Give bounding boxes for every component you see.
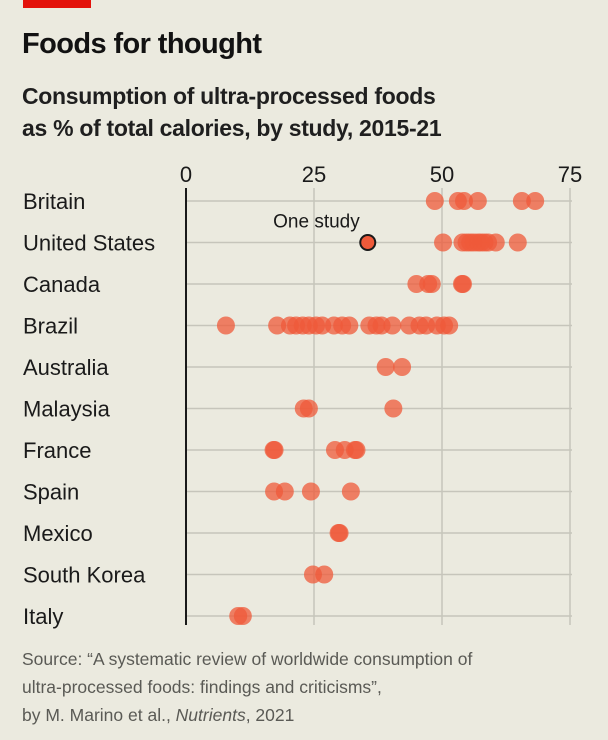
row-labels: Britain United States Canada Brazil Australi… (23, 189, 155, 629)
data-point (315, 565, 334, 584)
dot-plot: 0 25 50 75 Britain United States Canada Brazil… (23, 162, 582, 629)
chart-subtitle: Consumption of ultra-processed foods as … (22, 80, 582, 144)
data-point (340, 316, 359, 335)
annotation: One study (273, 212, 377, 251)
source-authors: by M. Marino et al., (22, 705, 176, 725)
data-point (301, 482, 320, 501)
source-year: , 2021 (245, 705, 295, 725)
data-point (393, 358, 412, 376)
row-label: Brazil (23, 314, 78, 339)
x-tick-label: 0 (180, 162, 192, 187)
data-point (453, 275, 472, 293)
data-points (216, 192, 545, 625)
data-point (299, 399, 318, 418)
row-label: South Korea (23, 563, 146, 588)
row-label: Canada (23, 272, 101, 297)
subtitle-line-2: as % of total calories, by study, 2015-2… (22, 115, 442, 141)
chart-title: Foods for thought (22, 28, 262, 60)
source-line-2: ultra-processed foods: findings and crit… (22, 677, 382, 697)
data-point (425, 192, 444, 210)
row-label: Mexico (23, 521, 93, 546)
data-point (330, 524, 349, 542)
data-point (376, 358, 395, 376)
row-label: Malaysia (23, 397, 111, 422)
data-point (526, 192, 545, 210)
source-journal: Nutrients (175, 705, 246, 725)
source-line-1: Source: “A systematic review of worldwid… (22, 649, 473, 669)
row-label: Australia (23, 355, 109, 380)
row-label: Spain (23, 480, 79, 505)
gridlines (186, 188, 572, 625)
data-point (275, 482, 294, 501)
row-label: France (23, 438, 91, 463)
data-point (341, 482, 360, 501)
row-label: Britain (23, 189, 85, 214)
highlighted-data-point (359, 234, 377, 251)
x-axis-ticks: 0 25 50 75 (180, 162, 582, 187)
data-point (440, 316, 459, 335)
x-tick-label: 50 (430, 162, 454, 187)
data-point (468, 192, 487, 210)
subtitle-line-1: Consumption of ultra-processed foods (22, 83, 436, 109)
data-point (384, 399, 403, 418)
data-point (268, 316, 287, 335)
data-point (422, 275, 441, 293)
x-tick-label: 75 (558, 162, 582, 187)
data-point (508, 233, 527, 252)
data-point (383, 316, 402, 335)
data-point (347, 441, 366, 459)
x-tick-label: 25 (302, 162, 326, 187)
data-point (455, 192, 474, 210)
data-point (265, 441, 284, 459)
source-note: Source: “A systematic review of worldwid… (22, 645, 602, 729)
data-point (512, 192, 531, 210)
row-label: Italy (23, 604, 63, 629)
source-line-3: by M. Marino et al., Nutrients, 2021 (22, 701, 602, 729)
data-point (233, 607, 252, 625)
data-point (216, 316, 235, 335)
data-point (434, 233, 453, 252)
annotation-label: One study (273, 212, 360, 233)
accent-bar (23, 0, 91, 8)
data-point (486, 233, 505, 252)
row-label: United States (23, 231, 155, 256)
